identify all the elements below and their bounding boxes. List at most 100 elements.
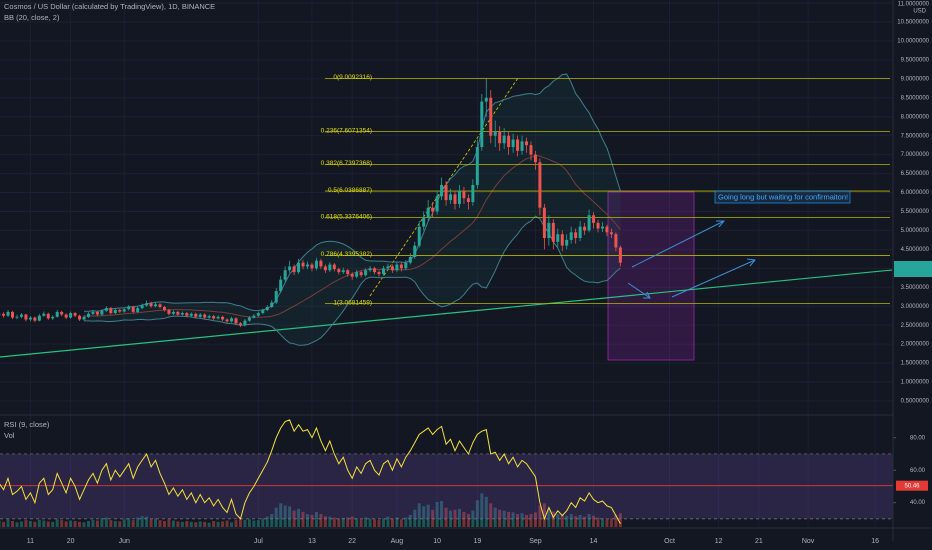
volume-bar bbox=[373, 519, 377, 527]
candle-body bbox=[162, 306, 166, 311]
candle-body bbox=[33, 317, 37, 321]
candle-body bbox=[542, 207, 546, 239]
candle-body bbox=[265, 306, 269, 311]
volume-bar bbox=[408, 514, 412, 527]
candle-body bbox=[529, 145, 533, 155]
candle-body bbox=[91, 311, 95, 314]
candle-body bbox=[395, 264, 399, 271]
candle-body bbox=[270, 302, 274, 307]
candle-body bbox=[359, 272, 363, 276]
candle-body bbox=[533, 154, 537, 163]
y-tick-label: 6.0000000 bbox=[901, 190, 930, 196]
volume-bar bbox=[60, 520, 64, 527]
annotation-box bbox=[714, 190, 851, 204]
candle-body bbox=[381, 268, 385, 275]
volume-bar bbox=[417, 503, 421, 527]
last-price-box bbox=[894, 261, 932, 277]
candle-body bbox=[154, 304, 158, 307]
volume-bar bbox=[82, 522, 86, 527]
candle-body bbox=[377, 272, 381, 275]
x-tick-label: 11 bbox=[27, 538, 34, 545]
candle-body bbox=[609, 232, 613, 235]
volume-bar bbox=[234, 520, 238, 527]
candle-body bbox=[221, 316, 225, 320]
volume-bar bbox=[600, 518, 604, 527]
candle-body bbox=[301, 262, 305, 267]
volume-bar bbox=[261, 518, 265, 527]
candle-body bbox=[127, 306, 131, 310]
candle-body bbox=[292, 266, 296, 273]
volume-bar bbox=[609, 518, 613, 527]
volume-bar bbox=[46, 521, 50, 527]
candle-body bbox=[2, 313, 6, 316]
candle-body bbox=[560, 234, 564, 246]
candles bbox=[0, 78, 622, 328]
candle-body bbox=[86, 313, 90, 317]
candle-body bbox=[525, 141, 529, 146]
candle-body bbox=[198, 314, 202, 317]
candle-body bbox=[453, 194, 457, 204]
x-tick-label: 22 bbox=[348, 538, 356, 545]
candle-body bbox=[171, 311, 175, 314]
volume-bar bbox=[265, 516, 269, 527]
volume-bar bbox=[471, 510, 475, 527]
candle-body bbox=[471, 184, 475, 203]
candle-body bbox=[73, 313, 77, 316]
volume-bar bbox=[404, 517, 408, 527]
candle-body bbox=[113, 310, 117, 314]
volume-bar bbox=[310, 514, 314, 527]
volume-bar bbox=[256, 520, 260, 527]
candle-body bbox=[19, 314, 23, 317]
x-tick-label: 14 bbox=[590, 538, 598, 545]
volume-bar bbox=[453, 509, 457, 527]
bb-lower bbox=[84, 215, 621, 346]
candle-body bbox=[605, 226, 609, 233]
volume-bar bbox=[507, 511, 511, 527]
candle-body bbox=[122, 309, 126, 312]
candle-body bbox=[390, 266, 394, 271]
candle-body bbox=[328, 264, 332, 271]
volume-bar bbox=[435, 502, 439, 527]
x-tick-label: 10 bbox=[433, 538, 441, 545]
y-tick-label: 1.5000000 bbox=[901, 361, 930, 367]
candle-body bbox=[332, 264, 336, 270]
candle-body bbox=[547, 222, 551, 239]
volume-bar bbox=[131, 520, 135, 527]
volume-bar bbox=[198, 521, 202, 527]
volume-bar bbox=[149, 519, 153, 527]
volume-bar bbox=[6, 519, 10, 527]
candle-body bbox=[569, 232, 573, 240]
chart-title: Cosmos / US Dollar (calculated by Tradin… bbox=[4, 2, 215, 11]
volume-bar bbox=[332, 517, 336, 527]
volume-bar bbox=[440, 501, 444, 527]
candle-body bbox=[614, 234, 618, 248]
volume-bar bbox=[176, 521, 180, 527]
volume-bar bbox=[516, 514, 520, 527]
candle-body bbox=[51, 316, 55, 319]
volume-bar bbox=[583, 516, 587, 527]
candle-body bbox=[158, 304, 162, 307]
fib-label: 0.618(5.3376406) bbox=[321, 213, 372, 220]
candle-body bbox=[310, 264, 314, 269]
volume-bar bbox=[288, 506, 292, 527]
rsi-line bbox=[0, 419, 621, 525]
candle-body bbox=[462, 190, 466, 199]
volume-bar bbox=[457, 508, 461, 527]
y-tick-label: 2.0000000 bbox=[901, 342, 930, 348]
y-tick-label: 10.0000000 bbox=[897, 39, 929, 45]
candle-body bbox=[565, 239, 569, 246]
candle-body bbox=[234, 318, 238, 324]
y-tick-label: 11.0000000 bbox=[898, 2, 930, 8]
candle-body bbox=[551, 222, 555, 242]
candle-body bbox=[55, 311, 59, 317]
volume-bar bbox=[364, 517, 368, 527]
x-tick-label: 20 bbox=[67, 538, 75, 545]
volume-bar bbox=[86, 520, 90, 527]
volume-bar bbox=[270, 514, 274, 527]
candle-body bbox=[431, 207, 435, 212]
candle-body bbox=[507, 135, 511, 148]
candle-body bbox=[618, 247, 622, 263]
candle-body bbox=[46, 313, 50, 319]
volume-bar bbox=[189, 521, 193, 527]
volume-bar bbox=[305, 514, 309, 527]
